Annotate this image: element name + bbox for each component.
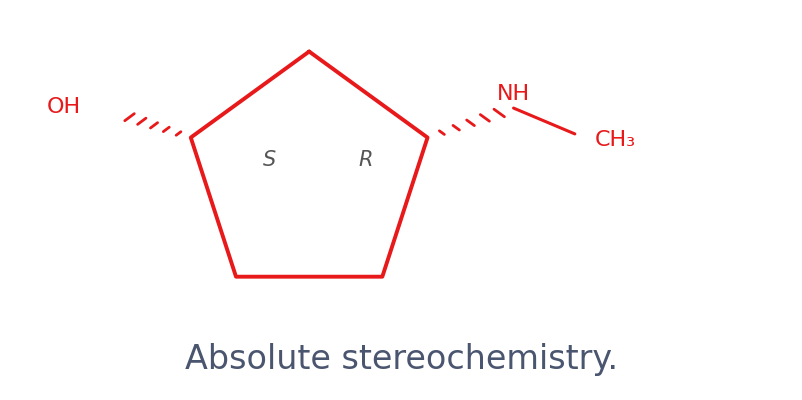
Text: S: S [262, 150, 275, 170]
Text: CH₃: CH₃ [594, 130, 635, 150]
Text: NH: NH [496, 84, 529, 104]
Text: OH: OH [47, 97, 81, 117]
Text: Absolute stereochemistry.: Absolute stereochemistry. [184, 344, 618, 376]
Text: R: R [358, 150, 372, 170]
